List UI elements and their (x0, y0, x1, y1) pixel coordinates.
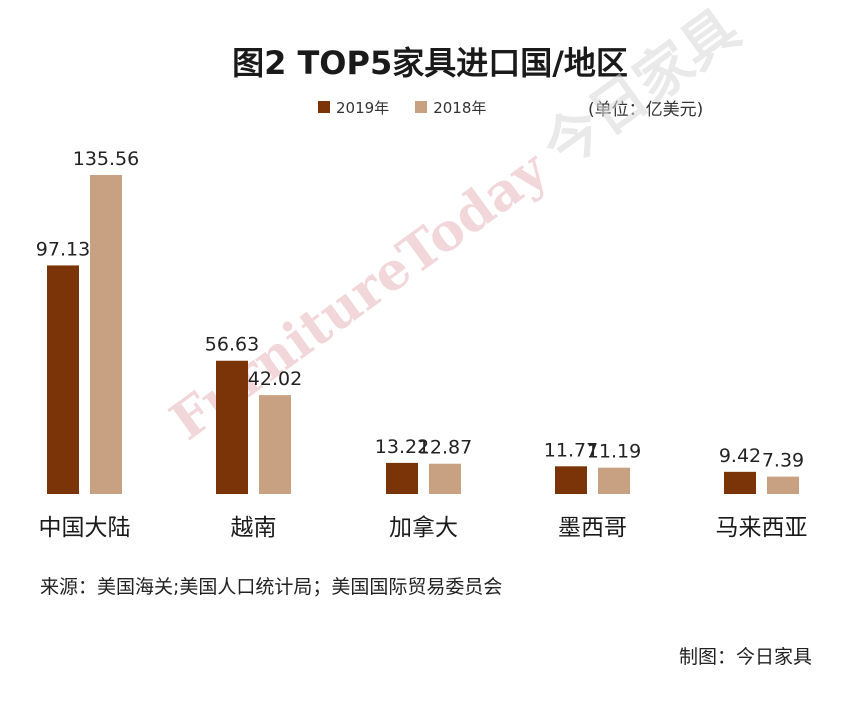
bar-2018-0 (90, 175, 122, 494)
category-label-4: 马来西亚 (716, 515, 808, 541)
bar-2018-4 (767, 476, 799, 494)
source-note: 来源：美国海关;美国人口统计局；美国国际贸易委员会 (40, 576, 503, 598)
bar-2019-3 (555, 466, 587, 494)
unit-label: (单位：亿美元) (588, 100, 704, 120)
chart-title: 图2 TOP5家具进口国/地区 (232, 44, 628, 82)
data-label-2019-0: 97.13 (36, 238, 90, 260)
bar-2019-4 (724, 471, 756, 494)
data-label-2018-1: 42.02 (248, 368, 302, 390)
bar-2018-1 (259, 395, 291, 494)
legend-swatch-2018 (415, 101, 428, 113)
legend-label-2019: 2019年 (336, 98, 390, 117)
bar-2019-2 (386, 462, 418, 494)
bar-2019-0 (47, 265, 79, 494)
credit-note: 制图：今日家具 (678, 646, 812, 668)
bar-2018-3 (598, 467, 630, 494)
data-label-2018-3: 11.19 (587, 441, 641, 463)
data-label-2018-2: 12.87 (418, 437, 472, 459)
category-label-2: 加拿大 (389, 514, 458, 541)
bar-2019-1 (216, 360, 248, 494)
legend-item-2019: 2019年 (318, 97, 389, 118)
data-label-2019-3: 11.77 (544, 439, 598, 461)
legend-swatch-2019 (318, 101, 330, 113)
data-label-2019-4: 9.42 (719, 445, 761, 467)
category-label-3: 墨西哥 (558, 515, 627, 541)
data-label-2018-4: 7.39 (762, 450, 804, 472)
legend-label-2018: 2018年 (433, 98, 487, 117)
legend-item-2018: 2018年 (415, 97, 486, 118)
bar-2018-2 (429, 463, 461, 494)
category-label-1: 越南 (231, 515, 277, 541)
category-label-0: 中国大陆 (39, 515, 131, 541)
legend: 2019年 2018年 (318, 96, 512, 118)
data-label-2018-0: 135.56 (73, 148, 139, 170)
data-label-2019-2: 13.22 (375, 436, 429, 458)
data-label-2019-1: 56.63 (205, 334, 259, 356)
